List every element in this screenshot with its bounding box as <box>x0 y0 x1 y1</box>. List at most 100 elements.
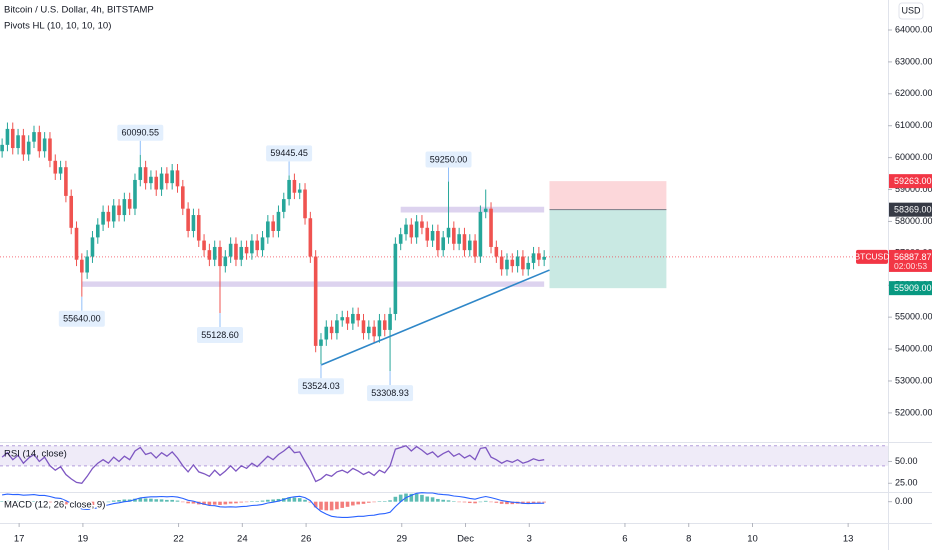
macd-histogram-bar <box>457 501 461 503</box>
candle-body <box>393 243 398 314</box>
candle-body <box>324 326 329 340</box>
candle-body <box>303 189 307 219</box>
price-tag <box>889 202 932 217</box>
macd-line <box>2 492 545 518</box>
macd-histogram-bar <box>202 501 206 505</box>
price-tag-label: 58369.00 <box>894 205 932 215</box>
macd-histogram-bar <box>101 501 105 503</box>
candle-body <box>276 211 281 232</box>
macd-histogram-bar <box>218 501 222 505</box>
macd-histogram-bar <box>537 501 541 503</box>
macd-histogram-bar <box>111 500 116 502</box>
macd-histogram-bar <box>414 493 419 502</box>
macd-histogram-bar <box>382 501 387 502</box>
macd-histogram-bar <box>181 501 185 503</box>
macd-histogram-bar <box>154 499 159 502</box>
candle-body <box>319 339 323 346</box>
candle-body <box>85 256 89 273</box>
macd-histogram-bar <box>53 501 58 504</box>
pivot-label: 55128.60 <box>201 330 239 340</box>
macd-histogram-bar <box>85 501 89 507</box>
macd-histogram-bar <box>266 499 270 502</box>
macd-histogram-bar <box>361 501 366 504</box>
candle-body <box>430 231 435 241</box>
candle-body <box>414 221 419 238</box>
macd-histogram-bar <box>5 500 10 502</box>
candle-body <box>64 167 68 196</box>
pivot-label-box <box>197 327 244 344</box>
macd-histogram-bar <box>244 501 249 503</box>
candle-body <box>74 227 79 260</box>
macd-histogram-bar <box>409 493 414 502</box>
rsi-band <box>0 445 888 466</box>
target-zone <box>549 209 667 289</box>
macd-histogram-bar <box>74 501 79 508</box>
candle-body <box>218 246 222 267</box>
macd-histogram-bar <box>90 501 95 506</box>
chart-title: Bitcoin / U.S. Dollar, 4h, BITSTAMP <box>4 5 154 16</box>
pivot-label: 59250.00 <box>430 154 468 164</box>
chart-layer: 52000.0053000.0054000.0055000.0056000.00… <box>0 24 932 545</box>
macd-histogram-bar <box>191 501 196 504</box>
y-tick-label: 59000.00 <box>895 184 932 194</box>
macd-histogram-bar <box>345 501 350 507</box>
candle-body <box>473 240 477 257</box>
y-tick-label: 62000.00 <box>895 88 932 98</box>
candle-body <box>292 179 297 193</box>
pivot-label-box <box>367 385 414 402</box>
price-tag-label: 55909.00 <box>894 283 932 293</box>
macd-histogram-bar <box>324 501 329 511</box>
macd-histogram-bar <box>122 499 127 502</box>
candle-body <box>0 144 4 152</box>
currency-box[interactable] <box>898 2 924 20</box>
symbol-tag-label: BTCUSD <box>855 252 890 262</box>
price-tag-label: 59263.00 <box>894 176 932 186</box>
candle-body <box>101 211 105 225</box>
x-tick-label: 24 <box>237 534 248 545</box>
x-tick-label: 10 <box>747 534 758 545</box>
y-tick-label: 53000.00 <box>895 375 932 385</box>
macd-histogram-bar <box>58 501 63 504</box>
macd-histogram-bar <box>478 501 483 503</box>
y-tick-label: 60000.00 <box>895 152 932 162</box>
pivot-label-box <box>58 310 105 327</box>
candle-body <box>436 231 440 251</box>
candle-body <box>202 240 206 251</box>
candle-body <box>170 170 174 184</box>
macd-histogram-bar <box>372 501 376 503</box>
candle-body <box>10 128 15 149</box>
macd-histogram-bar <box>138 498 143 502</box>
candle-body <box>244 246 249 254</box>
macd-histogram-bar <box>42 501 47 503</box>
candle-body <box>510 259 515 267</box>
candle-body <box>404 224 408 235</box>
currency[interactable]: USD <box>901 5 921 15</box>
macd-histogram-bar <box>37 501 42 503</box>
candle-body <box>196 215 201 241</box>
rsi-tick-label: 25.00 <box>895 478 918 488</box>
candle-body <box>531 253 536 263</box>
x-tick-label: 8 <box>686 534 691 545</box>
macd-histogram-bar <box>494 501 499 503</box>
macd-histogram-bar <box>367 501 371 503</box>
x-tick-label: 26 <box>301 534 312 545</box>
macd-histogram-bar <box>10 500 15 502</box>
macd-histogram-bar <box>452 501 456 502</box>
macd-histogram-bar <box>48 501 52 503</box>
macd-histogram-bar <box>80 501 84 508</box>
candle-body <box>409 224 414 238</box>
x-tick-label: 3 <box>527 534 532 545</box>
price-tag <box>889 281 932 296</box>
macd-histogram-bar <box>313 501 318 508</box>
candle-body <box>143 167 148 184</box>
macd-histogram-bar <box>95 501 100 504</box>
candle-body <box>117 205 121 216</box>
candle-body <box>58 167 63 174</box>
indicator-title: Pivots HL (10, 10, 10, 10) <box>4 21 111 32</box>
macd-histogram-bar <box>287 497 291 502</box>
pivot-label-box <box>266 145 313 162</box>
candle-body <box>478 211 483 257</box>
candle-body <box>345 317 350 324</box>
macd-histogram-bar <box>425 496 430 502</box>
macd-histogram-bar <box>0 501 4 502</box>
